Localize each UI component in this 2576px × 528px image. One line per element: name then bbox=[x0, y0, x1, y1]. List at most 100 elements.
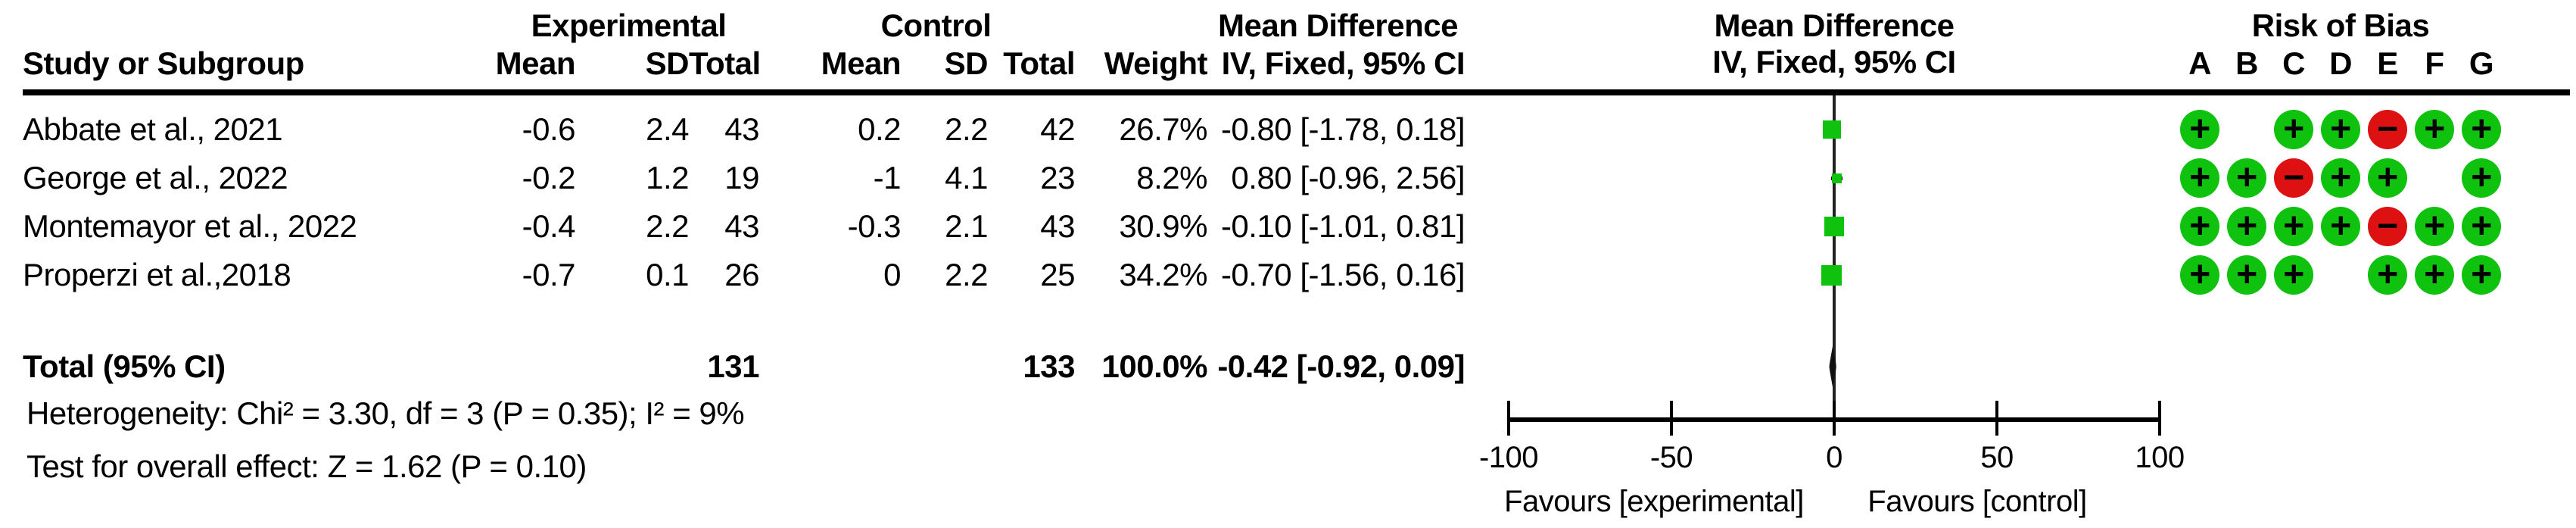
axis-tick bbox=[1995, 401, 1998, 436]
exp-sd-header: SD bbox=[645, 45, 690, 81]
favours-control-label: Favours [control] bbox=[1867, 485, 2087, 518]
experimental-group-header: Experimental bbox=[531, 8, 727, 43]
ctl-mean: 0 bbox=[883, 257, 901, 292]
rob-column-letter: G bbox=[2469, 45, 2494, 81]
study-name: George et al., 2022 bbox=[23, 160, 288, 195]
exp-sd: 1.2 bbox=[646, 160, 689, 195]
low-risk-icon: + bbox=[2368, 255, 2407, 295]
group-header-row: Experimental Control Mean Difference bbox=[23, 8, 1469, 44]
rob-column-letter: F bbox=[2425, 45, 2444, 81]
study-table-body: Abbate et al., 2021 -0.6 2.4 43 0.2 2.2 … bbox=[23, 105, 1469, 299]
column-header-row: Study or Subgroup Mean SD Total Mean SD … bbox=[23, 44, 1469, 83]
rob-column-letter: D bbox=[2329, 45, 2352, 81]
exp-mean-header: Mean bbox=[495, 45, 576, 81]
rob-row: + + + + − + + bbox=[2176, 207, 2576, 246]
study-weight: 26.7% bbox=[1119, 111, 1207, 147]
study-column-header: Study or Subgroup bbox=[23, 45, 304, 81]
low-risk-icon: + bbox=[2180, 110, 2219, 149]
low-risk-icon: + bbox=[2180, 158, 2219, 198]
ctl-mean-header: Mean bbox=[821, 45, 902, 81]
ctl-sd: 2.2 bbox=[945, 257, 988, 292]
total-row: Total (95% CI) 131 133 100.0% -0.42 [-0.… bbox=[23, 342, 1469, 391]
ctl-mean: -1 bbox=[873, 160, 902, 195]
total-ci: -0.42 [-0.92, 0.09] bbox=[1217, 348, 1465, 384]
rob-column-letter: B bbox=[2235, 45, 2258, 81]
axis-tick bbox=[1670, 401, 1673, 436]
low-risk-icon: + bbox=[2180, 207, 2219, 246]
rob-column-letter: C bbox=[2282, 45, 2305, 81]
study-ci: 0.80 [-0.96, 2.56] bbox=[1231, 160, 1465, 195]
effect-square bbox=[1824, 217, 1844, 236]
effect-square bbox=[1822, 120, 1841, 139]
study-weight: 34.2% bbox=[1119, 257, 1207, 292]
total-label: Total (95% CI) bbox=[23, 348, 226, 384]
low-risk-icon: + bbox=[2227, 255, 2266, 295]
exp-total: 26 bbox=[724, 257, 759, 292]
study-weight: 30.9% bbox=[1119, 208, 1207, 244]
mean-difference-plot-header: Mean Difference bbox=[1714, 8, 1955, 43]
low-risk-icon: + bbox=[2368, 158, 2407, 198]
table-row: Abbate et al., 2021 -0.6 2.4 43 0.2 2.2 … bbox=[23, 105, 1469, 154]
low-risk-icon: + bbox=[2415, 207, 2454, 246]
iv-fixed-ci-plot-header: IV, Fixed, 95% CI bbox=[1712, 44, 1956, 80]
overall-effect-line: Test for overall effect: Z = 1.62 (P = 0… bbox=[26, 448, 587, 484]
ctl-sd-header: SD bbox=[944, 45, 989, 81]
ctl-total: 25 bbox=[1040, 257, 1075, 292]
exp-total: 19 bbox=[724, 160, 759, 195]
exp-sd: 2.4 bbox=[646, 111, 689, 147]
exp-sd: 2.2 bbox=[646, 208, 689, 244]
axis-tick-label: 50 bbox=[1980, 441, 2014, 474]
total-effect-diamond bbox=[1829, 345, 1837, 388]
mean-difference-text-header: Mean Difference bbox=[1218, 8, 1458, 43]
effect-square bbox=[1831, 173, 1842, 183]
rob-column-letter: E bbox=[2377, 45, 2398, 81]
total-ctl-n: 133 bbox=[1023, 348, 1075, 384]
high-risk-icon: − bbox=[2274, 158, 2313, 198]
high-risk-icon: − bbox=[2368, 207, 2407, 246]
table-row: George et al., 2022 -0.2 1.2 19 -1 4.1 2… bbox=[23, 154, 1469, 202]
heterogeneity-line: Heterogeneity: Chi² = 3.30, df = 3 (P = … bbox=[26, 395, 745, 431]
low-risk-icon: + bbox=[2462, 110, 2501, 149]
low-risk-icon: + bbox=[2274, 110, 2313, 149]
exp-total: 43 bbox=[724, 208, 759, 244]
study-ci: -0.10 [-1.01, 0.81] bbox=[1220, 208, 1466, 244]
study-name: Abbate et al., 2021 bbox=[23, 111, 283, 147]
table-row: Montemayor et al., 2022 -0.4 2.2 43 -0.3… bbox=[23, 202, 1469, 251]
plot-pane: Mean Difference IV, Fixed, 95% CI Favour… bbox=[1479, 0, 2185, 528]
favours-experimental-label: Favours [experimental] bbox=[1504, 485, 1804, 518]
ctl-sd: 2.2 bbox=[945, 111, 988, 147]
low-risk-icon: + bbox=[2462, 158, 2501, 198]
ctl-mean: -0.3 bbox=[847, 208, 902, 244]
low-risk-icon: + bbox=[2274, 207, 2313, 246]
ctl-total: 43 bbox=[1040, 208, 1075, 244]
axis-tick-label: -100 bbox=[1478, 441, 1539, 474]
axis-tick-label: 100 bbox=[2135, 441, 2185, 474]
low-risk-icon: + bbox=[2415, 255, 2454, 295]
exp-mean: -0.6 bbox=[522, 111, 576, 147]
ctl-total: 42 bbox=[1040, 111, 1075, 147]
rob-row: + + − + + + bbox=[2176, 158, 2576, 198]
low-risk-icon: + bbox=[2180, 255, 2219, 295]
low-risk-icon: + bbox=[2227, 207, 2266, 246]
high-risk-icon: − bbox=[2368, 110, 2407, 149]
header-rule bbox=[23, 89, 2570, 95]
risk-of-bias-header: Risk of Bias bbox=[2251, 8, 2430, 43]
low-risk-icon: + bbox=[2462, 207, 2501, 246]
study-weight: 8.2% bbox=[1136, 160, 1207, 195]
study-ci: -0.80 [-1.78, 0.18] bbox=[1220, 111, 1466, 147]
low-risk-icon: + bbox=[2274, 255, 2313, 295]
study-ci: -0.70 [-1.56, 0.16] bbox=[1220, 257, 1466, 292]
low-risk-icon: + bbox=[2321, 110, 2360, 149]
study-name: Properzi et al.,2018 bbox=[23, 257, 291, 292]
axis-tick-label: -50 bbox=[1649, 441, 1693, 474]
ctl-mean: 0.2 bbox=[858, 111, 901, 147]
ctl-sd: 4.1 bbox=[945, 160, 988, 195]
low-risk-icon: + bbox=[2462, 255, 2501, 295]
low-risk-icon: + bbox=[2415, 110, 2454, 149]
study-name: Montemayor et al., 2022 bbox=[23, 208, 357, 244]
rob-row: + + + − + + bbox=[2176, 110, 2576, 149]
low-risk-icon: + bbox=[2321, 158, 2360, 198]
